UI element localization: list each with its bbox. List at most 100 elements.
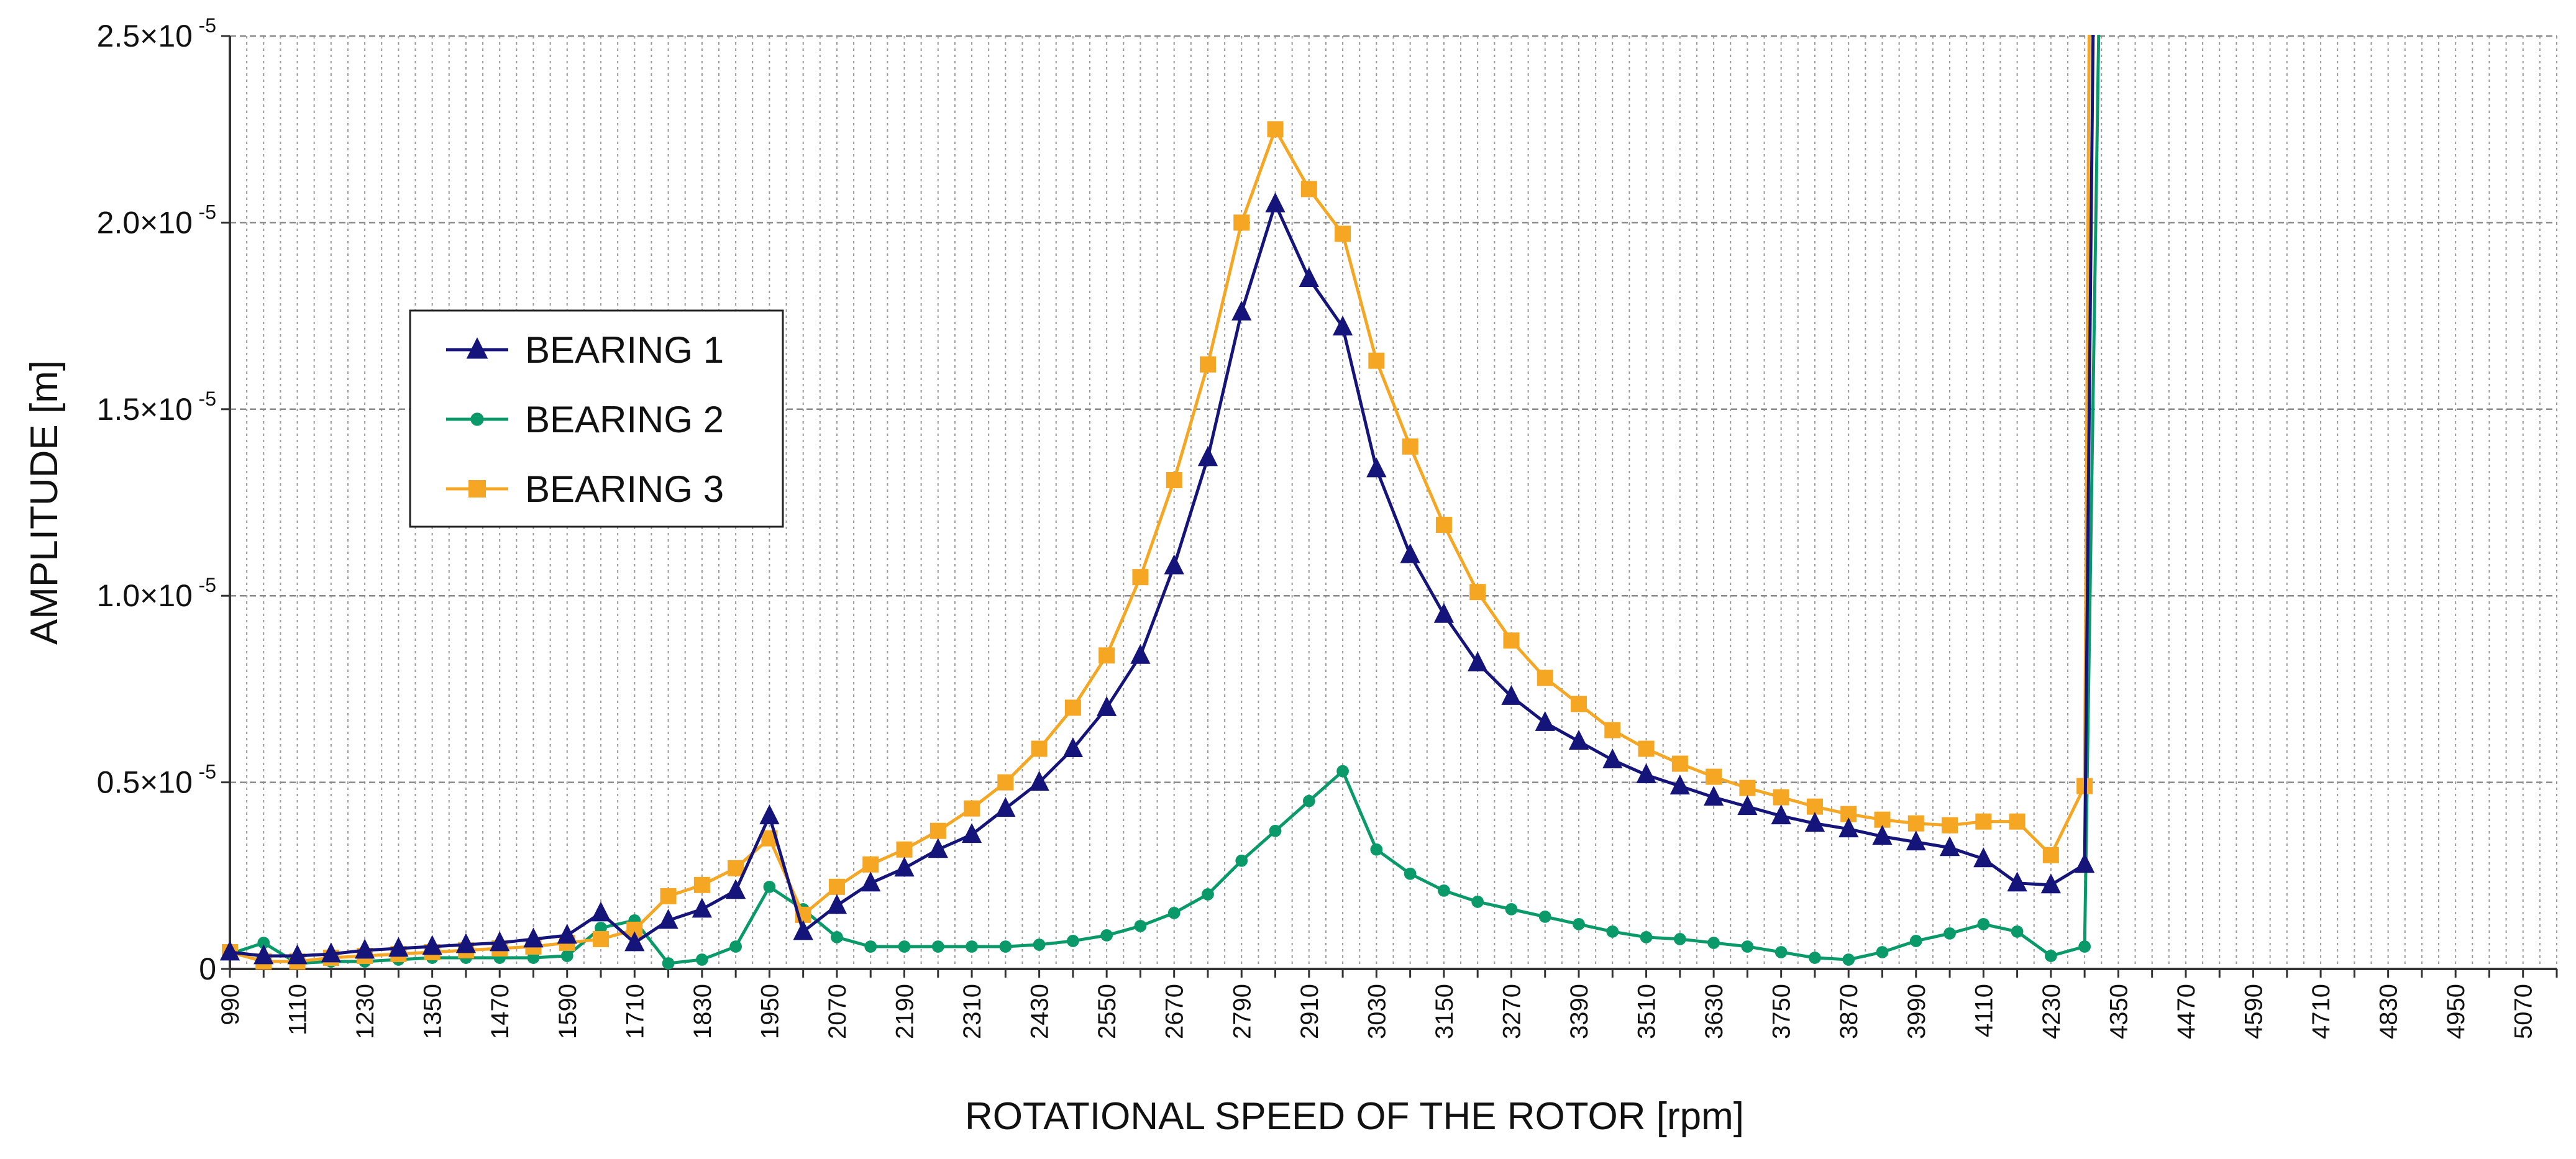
- data-point: [961, 823, 982, 843]
- y-tick-label: 1.0×10: [97, 578, 193, 613]
- data-point: [2044, 950, 2057, 962]
- x-tick-label: 1590: [554, 984, 582, 1039]
- data-point: [1739, 779, 1756, 796]
- x-tick-label: 2310: [959, 984, 986, 1039]
- legend: BEARING 1 BEARING 2 BEARING 3: [409, 309, 784, 528]
- y-axis-title: AMPLITUDE [m]: [23, 360, 66, 645]
- data-point: [1235, 854, 1248, 867]
- data-point: [1842, 953, 1855, 966]
- data-point: [660, 888, 677, 904]
- data-point: [354, 939, 375, 959]
- data-point: [1906, 830, 1926, 851]
- data-point: [1402, 438, 1418, 455]
- data-point: [1737, 795, 1758, 816]
- x-tick-label: 2550: [1094, 984, 1121, 1039]
- y-tick-labels: 00.5×10 -51.0×10 -51.5×10 -52.0×10 -52.5×10-…: [97, 14, 230, 986]
- data-point: [1368, 352, 1385, 369]
- data-point: [1604, 722, 1621, 739]
- data-point: [1130, 643, 1151, 664]
- data-point: [1773, 789, 1789, 806]
- data-point: [999, 940, 1012, 953]
- data-point: [763, 880, 776, 893]
- series-layer: [219, 34, 2101, 970]
- data-point: [1501, 684, 1522, 705]
- data-point: [455, 933, 477, 953]
- legend-label: BEARING 1: [525, 329, 724, 371]
- data-point: [1166, 471, 1182, 488]
- x-tick-label: 4830: [2375, 984, 2403, 1039]
- data-point: [898, 940, 911, 953]
- data-point: [1568, 729, 1589, 750]
- x-tick-label: 4950: [2442, 984, 2470, 1039]
- data-point: [2011, 925, 2024, 938]
- data-point: [693, 876, 710, 893]
- data-point: [1771, 804, 1791, 825]
- data-point: [1097, 696, 1117, 716]
- data-point: [1571, 696, 1587, 712]
- data-point: [2040, 873, 2061, 894]
- x-axis-title: ROTATIONAL SPEED OF THE ROTOR [rpm]: [965, 1095, 1744, 1138]
- data-point: [593, 930, 610, 947]
- data-point: [253, 944, 274, 965]
- data-point: [1098, 647, 1115, 664]
- data-point: [2075, 853, 2095, 873]
- x-tick-label: 2190: [892, 984, 919, 1039]
- data-point: [1062, 737, 1084, 757]
- legend-label: BEARING 2: [525, 399, 724, 440]
- data-point: [1132, 569, 1149, 586]
- data-point: [1067, 935, 1079, 947]
- x-tick-label: 2790: [1228, 984, 1256, 1039]
- data-point: [1909, 935, 1922, 947]
- x-tick-label: 3990: [1903, 984, 1930, 1039]
- data-point: [1977, 918, 1990, 930]
- data-point: [1640, 931, 1653, 943]
- x-tick-label: 1470: [486, 984, 514, 1039]
- vertical-grid-lines: [246, 36, 2557, 969]
- x-tick-label: 4710: [2308, 984, 2335, 1039]
- data-point: [287, 944, 308, 965]
- y-tick-label: 2.5×10: [97, 19, 193, 53]
- data-point: [490, 931, 510, 952]
- x-tick-label: 4230: [2038, 984, 2065, 1039]
- data-point: [1602, 748, 1623, 769]
- y-tick-exponent: -5: [199, 388, 216, 410]
- legend-marker: [466, 337, 488, 359]
- data-point: [1033, 939, 1046, 951]
- y-tick-label: 0.5×10: [97, 765, 193, 800]
- data-point: [560, 950, 573, 962]
- data-point: [1438, 884, 1450, 897]
- data-point: [997, 774, 1014, 791]
- x-tick-labels: 990 1110 1230 1350 1470 1590 1710 1830 1950 2070 2…: [217, 969, 2558, 1039]
- data-point: [1469, 584, 1486, 601]
- data-point: [1943, 927, 1956, 940]
- data-point: [964, 800, 980, 817]
- data-point: [894, 857, 915, 877]
- data-point: [1973, 847, 1994, 868]
- data-point: [1535, 711, 1555, 731]
- data-point: [2009, 813, 2026, 830]
- y-tick-label: 2.0×10: [97, 205, 193, 240]
- data-point: [1302, 794, 1315, 807]
- legend-marker: [468, 480, 486, 498]
- x-tick-label: 3510: [1633, 984, 1661, 1039]
- data-point: [219, 940, 240, 961]
- data-point: [388, 937, 409, 957]
- legend-marker: [470, 412, 484, 426]
- data-point: [1370, 843, 1383, 856]
- data-point: [624, 931, 645, 952]
- data-point: [861, 871, 881, 892]
- data-point: [321, 942, 341, 963]
- data-point: [793, 920, 813, 940]
- data-point: [557, 924, 577, 944]
- data-point: [1404, 867, 1417, 880]
- data-point: [1167, 907, 1181, 919]
- y-tick-exponent: -5: [199, 201, 216, 223]
- x-tick-label: 990: [217, 984, 244, 1025]
- data-point: [1573, 918, 1585, 930]
- data-point: [831, 931, 843, 943]
- data-point: [864, 940, 877, 953]
- data-point: [1202, 888, 1214, 901]
- x-tick-label: 1350: [419, 984, 447, 1039]
- data-point: [928, 838, 948, 858]
